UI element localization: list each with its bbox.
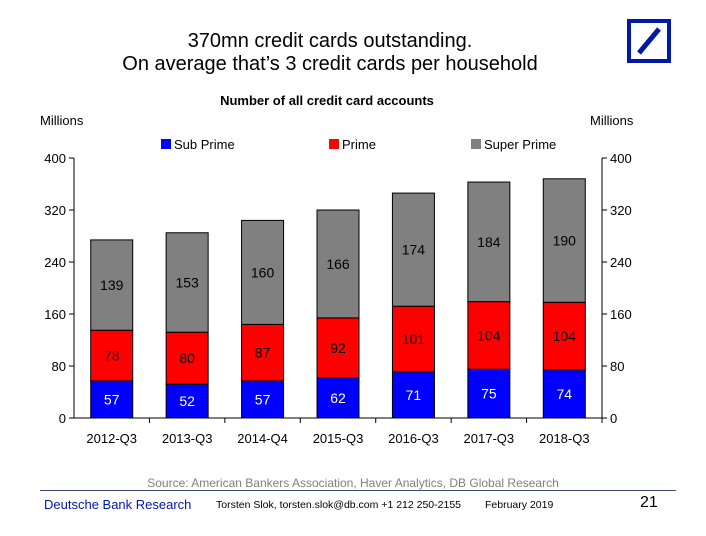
data-label: 87 [255,345,271,361]
legend-label: Prime [342,137,376,152]
y-tick-label-right: 0 [610,411,617,426]
y-tick-label-left: 240 [44,255,66,270]
data-label: 139 [100,277,124,293]
data-label: 74 [556,386,572,402]
chart-bars: 57 78 139 52 80 153 57 87 160 62 92 166 71 101 174 75 10… [90,178,586,419]
x-tick-label: 2017-Q3 [464,431,515,446]
data-label: 190 [553,233,577,249]
bar-segment [90,380,134,419]
y-tick-label-right: 240 [610,255,632,270]
title-line-1: 370mn credit cards outstanding. [187,30,473,52]
legend-swatch [329,139,339,149]
y-tick-label-left: 400 [44,151,66,166]
bar-segment [467,301,511,370]
legend-label: Super Prime [484,137,556,152]
legend-label: Sub Prime [174,137,235,152]
x-tick-label: 2018-Q3 [539,431,590,446]
x-tick-label: 2015-Q3 [313,431,364,446]
data-label: 75 [481,386,497,402]
bar-segment [316,209,360,319]
deutsche-bank-logo-icon [627,19,671,63]
bar-segment [391,192,435,307]
y-tick-label-right: 320 [610,203,632,218]
slide-title: 370mn credit cards outstanding. On avera… [60,30,600,76]
credit-card-chart: Number of all credit card accounts Milli… [40,93,634,446]
data-label: 52 [179,393,195,409]
bar-segment [316,377,360,419]
data-label: 160 [251,264,275,280]
data-label: 57 [255,391,271,407]
bar-segment [241,219,285,325]
title-line-2: On average that’s 3 credit cards per hou… [122,53,538,75]
page-number: 21 [640,494,658,511]
source-note: Source: American Bankers Association, Ha… [147,476,559,490]
y-tick-label-right: 80 [610,359,624,374]
data-label: 80 [179,350,195,366]
x-tick-label: 2016-Q3 [388,431,439,446]
bar-segment [241,323,285,382]
y-tick-label-left: 80 [52,359,66,374]
y-tick-label-right: 400 [610,151,632,166]
y-tick-label-left: 160 [44,307,66,322]
x-tick-label: 2014-Q4 [237,431,288,446]
data-label: 104 [553,328,577,344]
bar-segment [316,317,360,379]
data-label: 153 [175,274,199,290]
bar-segment [467,368,511,419]
y-axis-label-right: Millions [590,113,634,128]
y-tick-label-left: 320 [44,203,66,218]
data-label: 101 [402,331,426,347]
footer-divider [40,490,676,491]
bar-segment [467,181,511,303]
bar-segment [165,232,209,333]
bar-segment [542,178,586,303]
bar-segment [542,301,586,371]
legend-swatch [471,139,481,149]
bar-segment [391,305,435,373]
data-label: 166 [326,256,350,272]
bar-segment [90,239,134,331]
legend-swatch [161,139,171,149]
data-label: 92 [330,340,346,356]
y-tick-label-right: 160 [610,307,632,322]
bar-segment [165,383,209,419]
data-label: 57 [104,391,120,407]
footer-author: Torsten Slok, torsten.slok@db.com +1 212… [216,499,462,511]
x-tick-label: 2013-Q3 [162,431,213,446]
data-label: 184 [477,234,501,250]
footer-brand: Deutsche Bank Research [44,497,192,512]
chart-axes: 0 0 80 80 160 160 240 240 320 320 400 400 2012-Q3 201… [44,151,631,446]
bar-segment [241,380,285,419]
data-label: 71 [406,387,422,403]
y-tick-label-left: 0 [59,411,66,426]
data-label: 62 [330,390,346,406]
data-label: 78 [104,348,120,364]
footer-date: February 2019 [485,499,554,511]
chart-legend: Sub Prime Prime Super Prime [161,137,556,152]
x-tick-label: 2012-Q3 [86,431,137,446]
data-label: 104 [477,327,501,343]
y-axis-label-left: Millions [40,113,84,128]
bar-segment [165,331,209,385]
chart-title: Number of all credit card accounts [220,93,434,108]
bar-segment [391,371,435,419]
data-label: 174 [402,242,426,258]
